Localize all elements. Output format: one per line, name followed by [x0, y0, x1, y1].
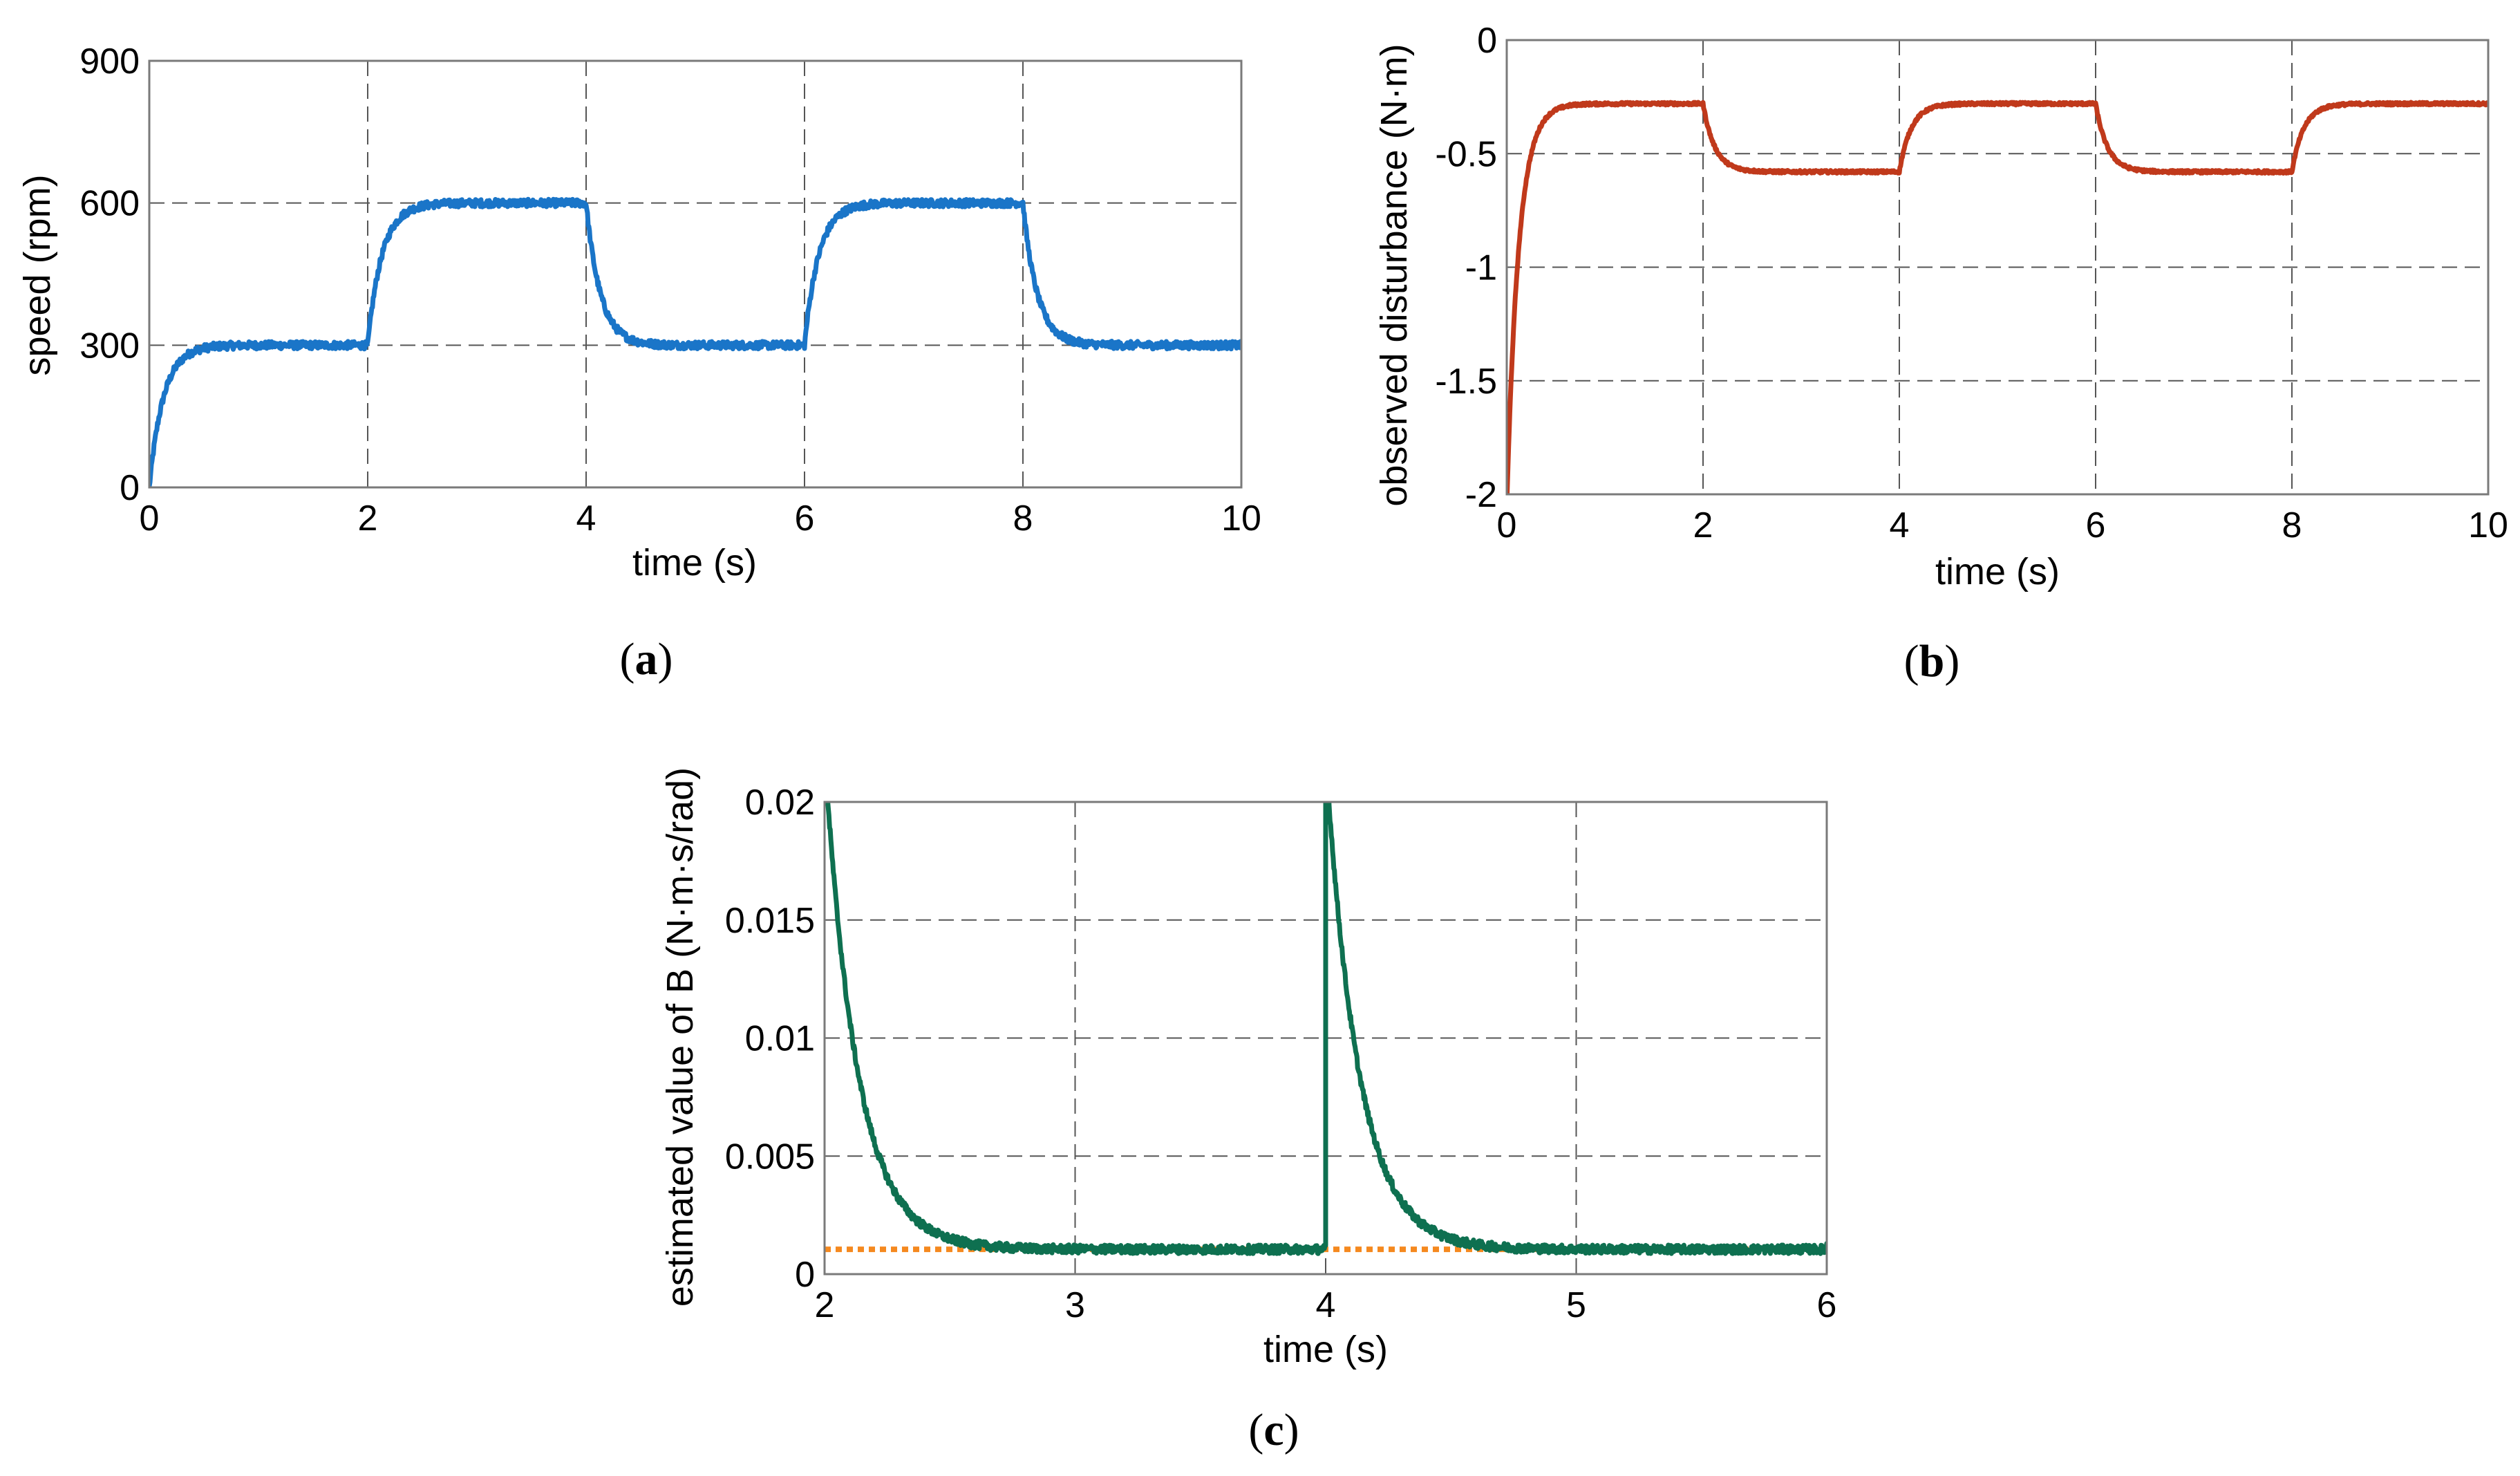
caption-a: (a) — [620, 634, 673, 684]
y-tick-label: -1.5 — [1435, 362, 1497, 402]
x-tick-label: 2 — [358, 498, 378, 539]
ticks-b: 0 2 4 6 8 10 -2 -1.5 -1 -0.5 0 — [1435, 21, 2508, 545]
x-tick-label: 3 — [1065, 1285, 1085, 1325]
y-tick-label: 0.01 — [745, 1019, 815, 1059]
y-tick-label: 900 — [79, 41, 140, 82]
plot-frame-c — [823, 801, 1828, 1276]
grid-a — [149, 61, 1241, 487]
series-clip-group — [149, 196, 1241, 487]
y-axis-label-b: observed disturbance (N·m) — [1373, 44, 1415, 506]
caption-letter-b: b — [1919, 636, 1945, 686]
plot-frame-a — [148, 59, 1243, 489]
chart-panel-a: 0 2 4 6 8 10 0 300 600 900 time (s) speed (rpm) (… — [17, 41, 1261, 684]
chart-panel-c: 2 3 4 5 6 0 0.005 0.01 0.015 0.02 time (s) estima… — [659, 767, 1837, 1455]
x-tick-label: 4 — [1890, 505, 1910, 545]
y-tick-label: 0 — [120, 468, 140, 508]
x-tick-label: 2 — [815, 1285, 835, 1325]
series-layer-b — [1507, 100, 2488, 494]
y-tick-label: 0.02 — [745, 783, 815, 823]
x-tick-label: 6 — [795, 498, 815, 539]
caption-c: (c) — [1248, 1405, 1299, 1455]
y-tick-label: 300 — [79, 326, 140, 366]
series-line — [825, 802, 1827, 1256]
x-tick-label: 4 — [576, 498, 596, 539]
x-tick-label: 2 — [1693, 505, 1713, 545]
y-axis-label-a: speed (rpm) — [17, 174, 58, 375]
caption-b: (b) — [1904, 636, 1960, 686]
x-tick-label: 4 — [1316, 1285, 1336, 1325]
x-tick-label: 8 — [2282, 505, 2302, 545]
x-tick-label: 6 — [1817, 1285, 1837, 1325]
x-tick-label: 8 — [1013, 498, 1033, 539]
y-tick-label: -2 — [1465, 475, 1497, 515]
x-axis-label-c: time (s) — [1263, 1329, 1388, 1370]
ticks-c: 2 3 4 5 6 0 0.005 0.01 0.015 0.02 — [725, 783, 1837, 1325]
x-tick-label: 10 — [2468, 505, 2508, 545]
x-tick-label: 10 — [1221, 498, 1261, 539]
caption-letter-a: a — [635, 634, 658, 684]
x-tick-label: 6 — [2086, 505, 2106, 545]
series-clip-group — [1507, 100, 2488, 494]
series-layer-c — [825, 802, 1827, 1256]
y-tick-label: 0 — [795, 1255, 815, 1295]
y-tick-label: 0.005 — [725, 1137, 815, 1177]
series-line — [1507, 100, 2488, 494]
x-tick-label: 5 — [1566, 1285, 1586, 1325]
series-line — [149, 196, 1241, 487]
y-tick-label: -1 — [1465, 248, 1497, 288]
plot-frame-b — [1505, 39, 2490, 496]
chart-panel-b: 0 2 4 6 8 10 -2 -1.5 -1 -0.5 0 time (s) observed d… — [1373, 21, 2508, 686]
x-tick-label: 0 — [140, 498, 160, 539]
y-tick-label: 600 — [79, 184, 140, 224]
y-tick-label: 0.015 — [725, 901, 815, 941]
x-axis-label-a: time (s) — [632, 542, 757, 583]
y-axis-label-c: estimated value of B (N·m·s/rad) — [659, 767, 701, 1307]
series-clip-group — [825, 802, 1827, 1256]
plot-area-a — [149, 61, 1241, 487]
series-layer-a — [149, 196, 1241, 487]
caption-letter-c: c — [1263, 1405, 1283, 1455]
y-tick-label: -0.5 — [1435, 134, 1497, 174]
x-tick-label: 0 — [1497, 505, 1517, 545]
x-axis-label-b: time (s) — [1935, 551, 2060, 592]
y-tick-label: 0 — [1477, 21, 1497, 61]
ticks-a: 0 2 4 6 8 10 0 300 600 900 — [79, 41, 1261, 539]
